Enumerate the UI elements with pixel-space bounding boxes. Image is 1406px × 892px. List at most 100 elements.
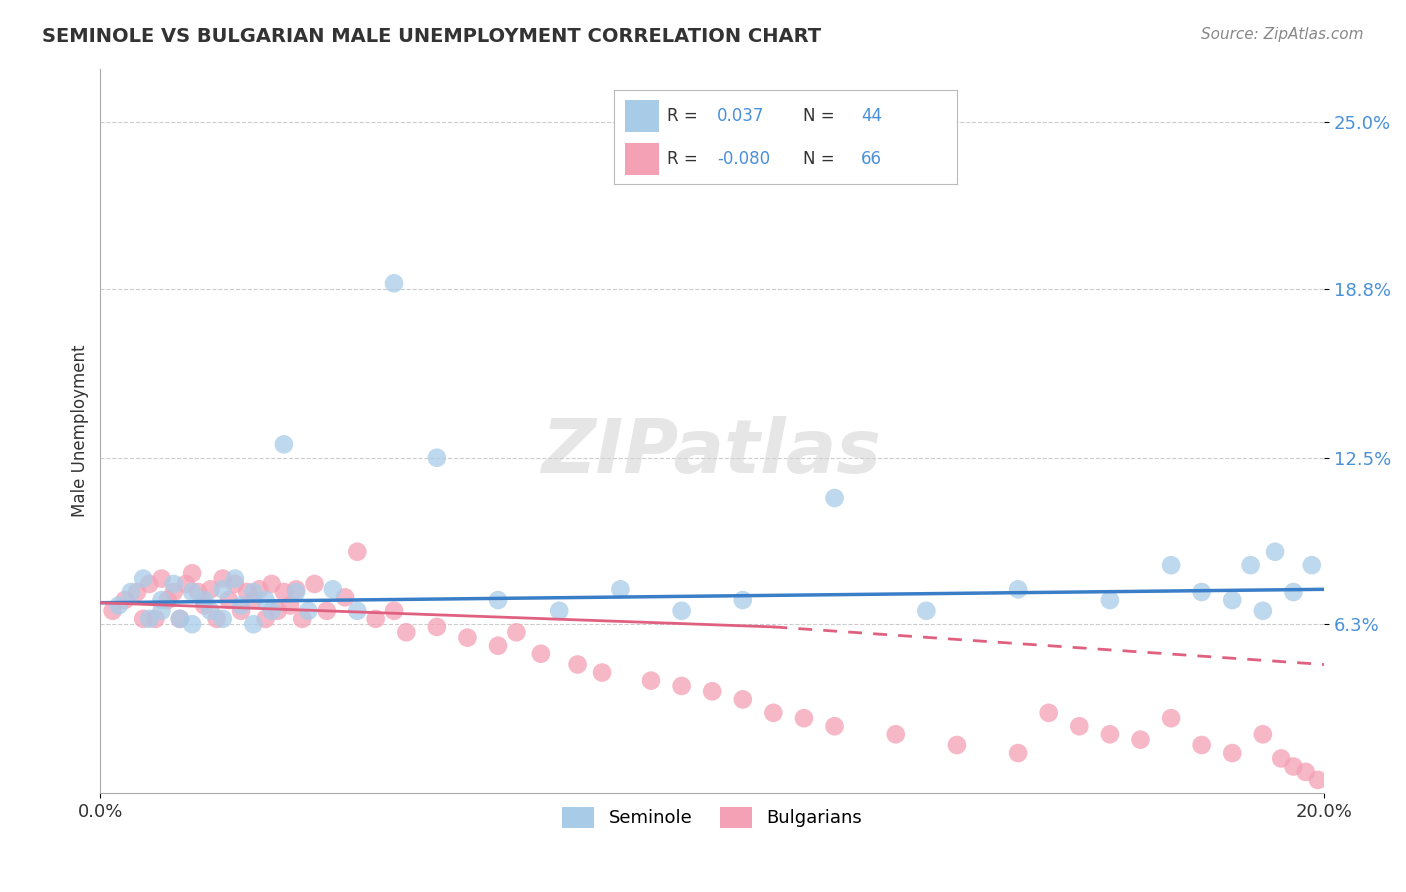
Point [285, 582, 308, 597]
Point [702, 684, 724, 698]
Point [163, 585, 186, 599]
Point [120, 585, 142, 599]
Point [824, 491, 846, 505]
Point [456, 631, 478, 645]
Point [548, 604, 571, 618]
Point [609, 582, 631, 597]
Point [364, 612, 387, 626]
Point [567, 657, 589, 672]
Point [242, 585, 264, 599]
Point [260, 577, 283, 591]
Point [315, 604, 337, 618]
Point [731, 692, 754, 706]
Point [187, 585, 209, 599]
Point [125, 585, 148, 599]
Point [486, 593, 509, 607]
Text: ZIPatlas: ZIPatlas [543, 417, 882, 489]
Point [150, 604, 173, 618]
Point [1264, 545, 1286, 559]
Point [224, 572, 246, 586]
Point [156, 593, 179, 607]
Point [200, 604, 222, 618]
Point [1038, 706, 1060, 720]
Point [254, 593, 277, 607]
Point [267, 604, 290, 618]
Point [1282, 759, 1305, 773]
Point [346, 604, 368, 618]
Y-axis label: Male Unemployment: Male Unemployment [72, 344, 89, 517]
Point [1191, 585, 1213, 599]
Point [1160, 711, 1182, 725]
Point [114, 593, 136, 607]
Point [731, 593, 754, 607]
Point [1098, 727, 1121, 741]
Point [101, 604, 124, 618]
Point [242, 593, 264, 607]
Point [1129, 732, 1152, 747]
Point [1007, 582, 1029, 597]
Point [530, 647, 553, 661]
Point [163, 577, 186, 591]
Point [132, 612, 155, 626]
Point [426, 450, 449, 465]
Point [884, 727, 907, 741]
Point [132, 572, 155, 586]
Point [193, 593, 215, 607]
Point [1160, 558, 1182, 573]
Point [346, 545, 368, 559]
Point [150, 572, 173, 586]
Point [236, 585, 259, 599]
Point [915, 604, 938, 618]
Point [278, 599, 301, 613]
Point [260, 604, 283, 618]
Point [1220, 746, 1243, 760]
Point [193, 599, 215, 613]
Point [1191, 738, 1213, 752]
Point [249, 582, 271, 597]
Point [382, 604, 405, 618]
Point [169, 612, 191, 626]
Point [211, 612, 233, 626]
Point [1295, 764, 1317, 779]
Point [382, 277, 405, 291]
Legend: Seminole, Bulgarians: Seminole, Bulgarians [555, 800, 870, 835]
Point [426, 620, 449, 634]
Point [1251, 727, 1274, 741]
Point [1069, 719, 1091, 733]
Point [211, 572, 233, 586]
Point [181, 617, 204, 632]
Point [107, 599, 129, 613]
Point [824, 719, 846, 733]
Point [254, 612, 277, 626]
Point [946, 738, 969, 752]
Point [273, 585, 295, 599]
Point [322, 582, 344, 597]
Point [174, 577, 197, 591]
Point [1007, 746, 1029, 760]
Point [762, 706, 785, 720]
Point [150, 593, 173, 607]
Point [229, 599, 252, 613]
Point [138, 612, 160, 626]
Point [273, 437, 295, 451]
Point [218, 593, 240, 607]
Point [229, 604, 252, 618]
Point [297, 604, 319, 618]
Point [145, 612, 167, 626]
Point [395, 625, 418, 640]
Point [1098, 593, 1121, 607]
Point [181, 585, 204, 599]
Point [640, 673, 662, 688]
Point [285, 585, 308, 599]
Point [671, 604, 693, 618]
Point [333, 591, 356, 605]
Text: SEMINOLE VS BULGARIAN MALE UNEMPLOYMENT CORRELATION CHART: SEMINOLE VS BULGARIAN MALE UNEMPLOYMENT … [42, 27, 821, 45]
Point [200, 582, 222, 597]
Point [486, 639, 509, 653]
Point [591, 665, 613, 680]
Point [1301, 558, 1323, 573]
Point [242, 617, 264, 632]
Point [169, 612, 191, 626]
Point [1270, 751, 1292, 765]
Point [205, 612, 228, 626]
